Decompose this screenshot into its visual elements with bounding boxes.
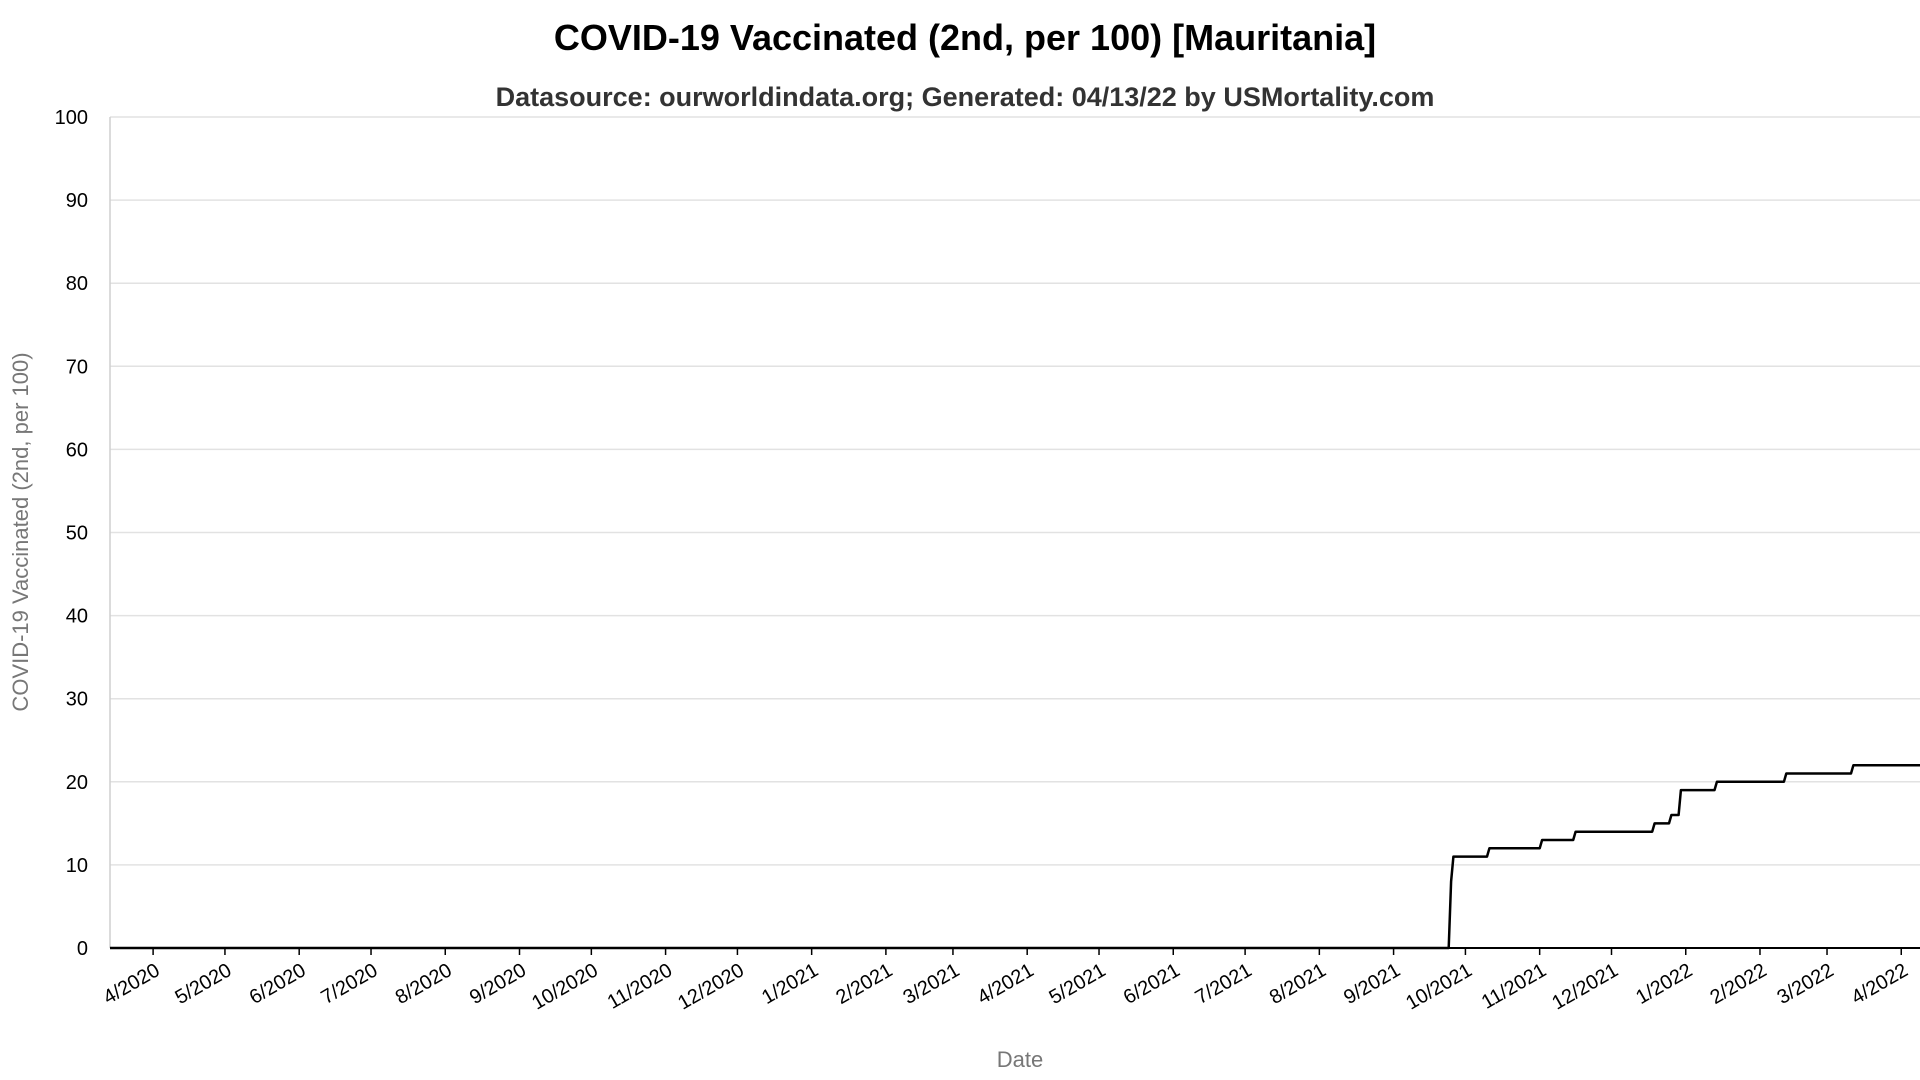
chart-subtitle: Datasource: ourworldindata.org; Generate… (496, 82, 1435, 112)
x-tick-label: 11/2020 (604, 959, 676, 1013)
x-tick-label: 3/2021 (899, 959, 963, 1009)
y-tick-label: 20 (66, 772, 88, 794)
chart-title: COVID-19 Vaccinated (2nd, per 100) [Maur… (554, 17, 1376, 58)
y-tick-label: 80 (66, 273, 88, 295)
y-axis-label: COVID-19 Vaccinated (2nd, per 100) (8, 352, 33, 711)
y-tick-label: 0 (77, 938, 88, 960)
x-tick-label: 9/2020 (466, 959, 530, 1009)
x-tick-label: 8/2021 (1266, 959, 1330, 1009)
x-tick-label: 3/2022 (1774, 959, 1838, 1009)
x-tick-label: 5/2021 (1046, 959, 1110, 1009)
x-tick-label: 11/2021 (1478, 959, 1550, 1013)
x-tick-label: 4/2020 (100, 959, 164, 1009)
x-tick-label: 10/2021 (1402, 959, 1476, 1014)
x-axis-label: Date (997, 1047, 1043, 1072)
x-tick-label: 7/2020 (318, 959, 382, 1009)
x-tick-label: 2/2022 (1706, 959, 1770, 1009)
x-tick-label: 12/2020 (674, 959, 748, 1014)
x-tick-label: 9/2021 (1340, 959, 1404, 1009)
x-tick-label: 7/2021 (1192, 959, 1256, 1009)
x-tick-label: 1/2021 (758, 959, 822, 1009)
series-line (110, 763, 1920, 950)
x-tick-label: 2/2021 (832, 959, 896, 1009)
series (110, 763, 1920, 950)
x-tick-label: 4/2021 (974, 959, 1038, 1009)
x-tick-label: 6/2021 (1120, 959, 1184, 1009)
grid (110, 116, 1920, 949)
y-tick-label: 10 (66, 855, 88, 877)
y-tick-label: 100 (55, 107, 88, 129)
y-tick-label: 70 (66, 356, 88, 378)
y-tick-label: 30 (66, 689, 88, 711)
x-tick-label: 4/2022 (1848, 959, 1912, 1009)
x-tick-label: 1/2022 (1632, 959, 1696, 1009)
y-tick-label: 60 (66, 439, 88, 461)
x-tick-label: 8/2020 (392, 959, 456, 1009)
y-tick-label: 40 (66, 606, 88, 628)
x-tick-label: 6/2020 (246, 959, 310, 1009)
x-tick-label: 12/2021 (1548, 959, 1622, 1014)
y-tick-label: 90 (66, 190, 88, 212)
x-tick-label: 10/2020 (528, 959, 602, 1014)
y-axis-ticks: 0 10 20 30 40 50 60 70 80 90 100 (55, 107, 88, 960)
x-axis-ticks: 4/2020 5/2020 6/2020 7/2020 8/2020 9/202010/2… (100, 948, 1912, 1014)
x-tick-label: 5/2020 (171, 959, 235, 1009)
y-tick-label: 50 (66, 523, 88, 545)
